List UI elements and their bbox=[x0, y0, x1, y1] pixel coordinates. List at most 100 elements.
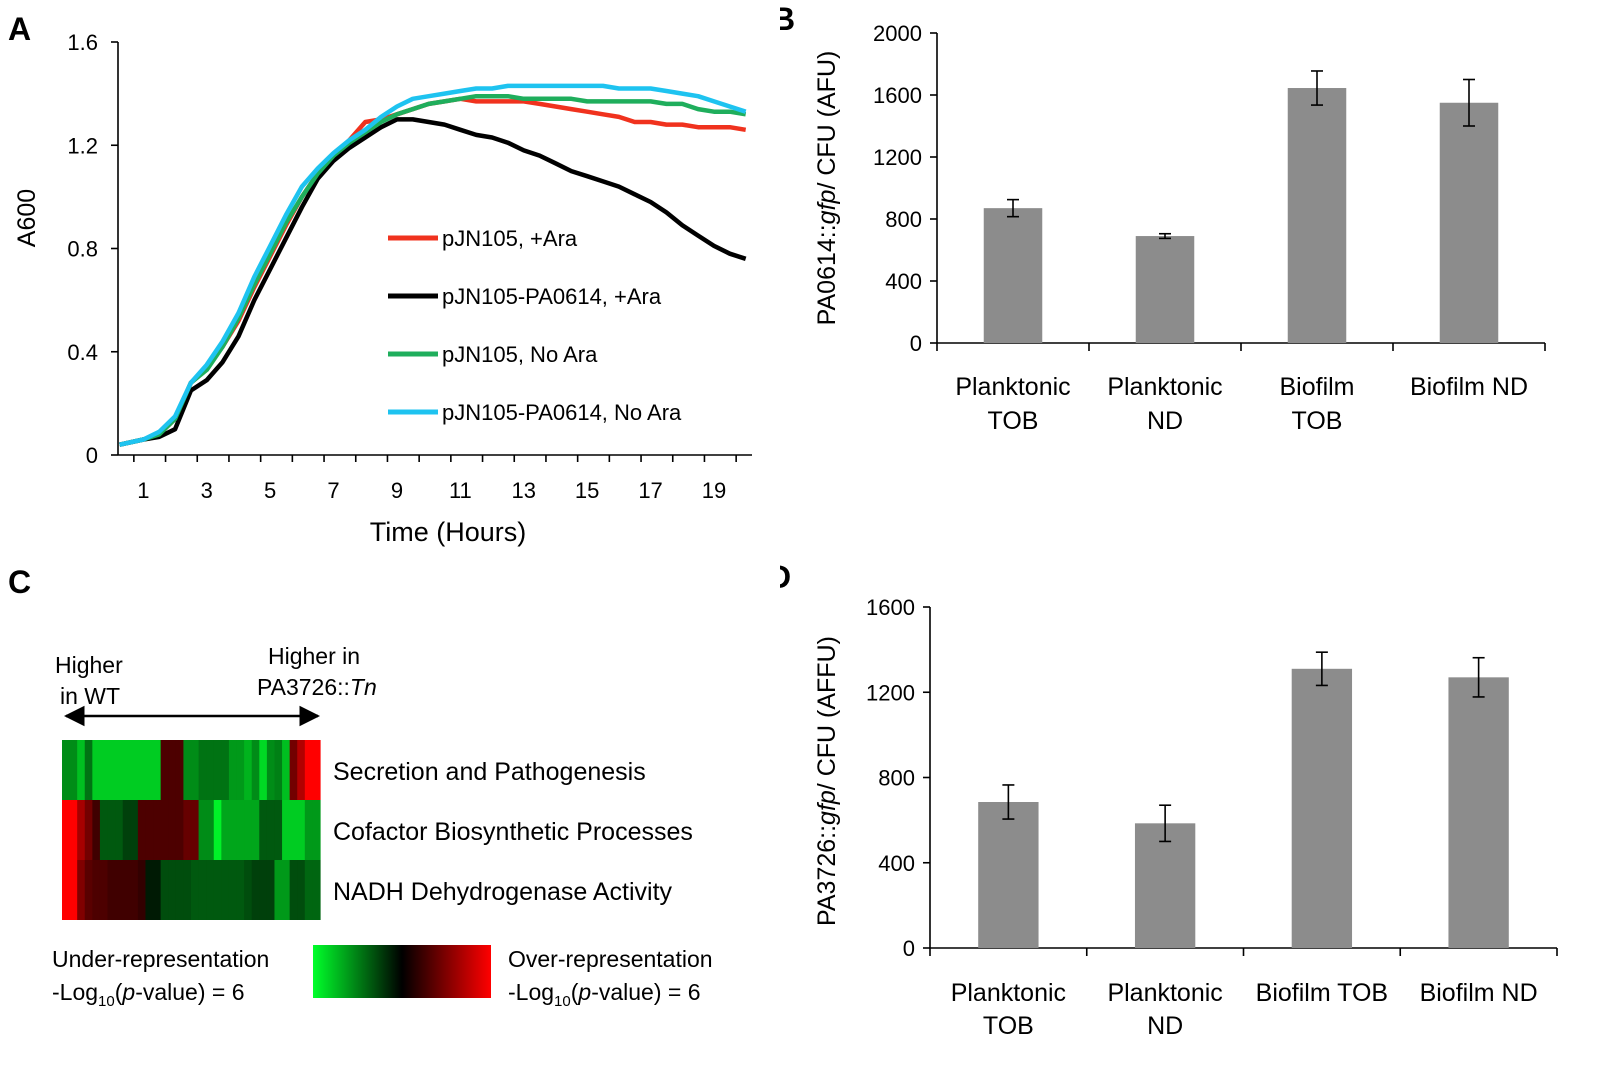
heatmap-cell bbox=[289, 860, 298, 920]
heatmap-cell bbox=[213, 740, 222, 800]
heatmap-cell bbox=[153, 860, 162, 920]
heatmap-cell bbox=[304, 860, 314, 920]
panel-label-c: C bbox=[8, 564, 31, 600]
heatmap-cell bbox=[266, 860, 276, 920]
legend-label-1: pJN105, +Ara bbox=[442, 226, 578, 251]
heatmap-cell bbox=[62, 740, 71, 800]
heatmap-cell bbox=[130, 740, 139, 800]
heatmap-cell bbox=[274, 740, 283, 800]
x-tick-label: 9 bbox=[391, 478, 403, 503]
heatmap-cell bbox=[115, 860, 124, 920]
chart-b-pa0614-bars: 0 400 800 1200 1600 2000 Planktonic TOB Plankton… bbox=[813, 21, 1546, 435]
heatmap-cell bbox=[99, 740, 109, 800]
legend-label-3: pJN105, No Ara bbox=[442, 342, 598, 367]
y-tick-label: 800 bbox=[878, 766, 915, 791]
y-tick-label: 1.6 bbox=[67, 30, 98, 55]
category-label-4: Biofilm ND bbox=[1420, 979, 1538, 1007]
y-tick-label: 0 bbox=[903, 936, 915, 961]
heatmap-cell bbox=[62, 860, 71, 920]
heatmap-cell bbox=[160, 740, 169, 800]
heatmap-cell bbox=[122, 740, 131, 800]
heatmap-cell bbox=[251, 800, 260, 860]
heatmap-cell bbox=[228, 740, 238, 800]
y-tick-label: 0.8 bbox=[67, 237, 98, 262]
heatmap-cell bbox=[297, 800, 306, 860]
heatmap-cell bbox=[251, 860, 260, 920]
y-axis-title: PA3726::gfp/ CFU (AFFU) bbox=[813, 636, 841, 926]
heatmap-cell bbox=[84, 860, 93, 920]
category-label-3-line2: TOB bbox=[1292, 407, 1343, 435]
heatmap-cell bbox=[289, 800, 298, 860]
heatmap-cell bbox=[160, 800, 169, 860]
y-tick-label: 0.4 bbox=[67, 340, 98, 365]
x-tick-label: 13 bbox=[512, 478, 536, 503]
panel-c: C Higher in WT Higher in PA3726::Tn Secr… bbox=[8, 564, 713, 1010]
y-tick-label: 800 bbox=[885, 207, 922, 232]
heatmap-cell bbox=[145, 740, 154, 800]
heatmap-cell bbox=[168, 860, 177, 920]
x-tick-label: 15 bbox=[575, 478, 599, 503]
category-label-1: Planktonic bbox=[955, 373, 1070, 401]
x-tick-label: 3 bbox=[201, 478, 213, 503]
heatmap-cell bbox=[282, 800, 291, 860]
colorscale-left-label-line1: Under-representation bbox=[52, 946, 269, 972]
y-tick-label: 0 bbox=[910, 331, 922, 356]
panel-label-a: A bbox=[8, 11, 31, 47]
heatmap-cell bbox=[122, 860, 131, 920]
heatmap-cell bbox=[137, 800, 147, 860]
heatmap-cell bbox=[236, 860, 245, 920]
x-tick-label: 19 bbox=[702, 478, 726, 503]
x-tick-label: 7 bbox=[327, 478, 339, 503]
heatmap-cell bbox=[236, 800, 245, 860]
heatmap-cell bbox=[304, 740, 314, 800]
heatmap-cell bbox=[153, 800, 162, 860]
heatmap-cell bbox=[92, 800, 101, 860]
heatmap-cell bbox=[198, 740, 207, 800]
colorscale-right-label-line1: Over-representation bbox=[508, 946, 713, 972]
legend-label-4: pJN105-PA0614, No Ara bbox=[442, 400, 682, 425]
y-tick-label: 1200 bbox=[873, 145, 922, 170]
heatmap-cell bbox=[183, 740, 192, 800]
heatmap-cell bbox=[122, 800, 131, 860]
panel-label-d: D bbox=[780, 560, 791, 595]
category-label-4: Biofilm ND bbox=[1410, 373, 1528, 401]
heatmap-cell bbox=[69, 860, 78, 920]
heatmap-cell bbox=[244, 860, 253, 920]
y-tick-label: 0 bbox=[86, 443, 98, 468]
heatmap-cell bbox=[297, 740, 306, 800]
heatmap-cell bbox=[221, 800, 230, 860]
heatmap-cell bbox=[266, 800, 276, 860]
heatmap-cell bbox=[115, 800, 124, 860]
x-tick-label: 17 bbox=[638, 478, 662, 503]
heatmap-cell bbox=[244, 740, 253, 800]
heatmap-cell bbox=[312, 800, 321, 860]
heatmap-cell bbox=[99, 860, 109, 920]
heatmap-cell bbox=[282, 740, 291, 800]
heatmap-cell bbox=[77, 800, 86, 860]
bar-1 bbox=[983, 208, 1043, 343]
heatmap-cell bbox=[251, 740, 260, 800]
bar-4 bbox=[1448, 677, 1509, 948]
category-label-2: Planktonic bbox=[1107, 373, 1222, 401]
heatmap-cell bbox=[206, 860, 215, 920]
heatmap-cell bbox=[175, 800, 185, 860]
heatmap-cell bbox=[312, 860, 321, 920]
heatmap-cell bbox=[297, 860, 306, 920]
heatmap-cell bbox=[168, 740, 177, 800]
x-tick-label: 5 bbox=[264, 478, 276, 503]
heatmap-cell bbox=[274, 860, 283, 920]
legend-label-2: pJN105-PA0614, +Ara bbox=[442, 284, 662, 309]
heatmap-cell bbox=[236, 740, 245, 800]
x-tick-label: 11 bbox=[449, 478, 472, 503]
heatmap-cell bbox=[266, 740, 276, 800]
category-label-2: Planktonic bbox=[1107, 979, 1222, 1007]
heatmap-cell bbox=[175, 740, 185, 800]
heatmap-cell bbox=[191, 740, 200, 800]
heatmap-cell bbox=[259, 860, 268, 920]
heatmap-cell bbox=[244, 800, 253, 860]
heatmap-cell bbox=[312, 740, 321, 800]
heatmap-cell bbox=[77, 740, 86, 800]
heatmap-cell bbox=[175, 860, 185, 920]
